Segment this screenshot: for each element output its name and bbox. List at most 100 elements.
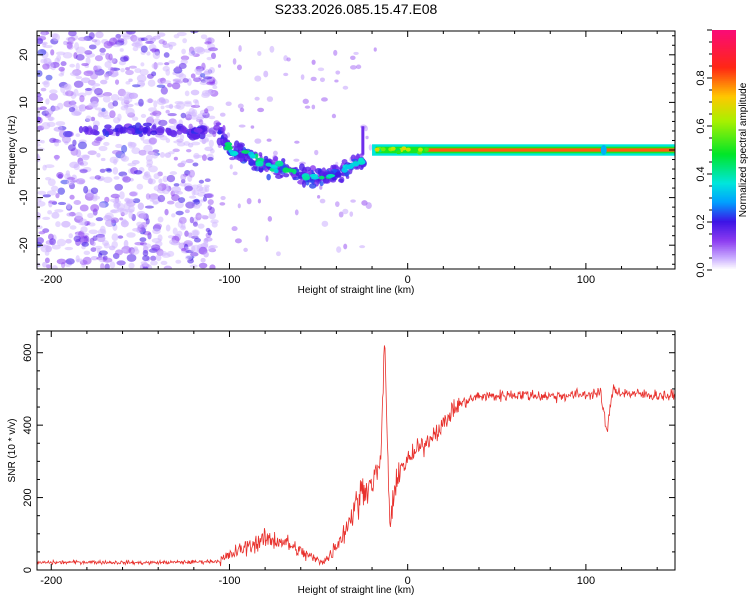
noise-blob xyxy=(98,202,106,208)
noise-blob xyxy=(199,81,208,86)
noise-blob xyxy=(44,164,55,169)
spectrogram-x-tick-label: -200 xyxy=(40,274,62,286)
snr-x-tick-label: -200 xyxy=(40,575,62,587)
noise-blob xyxy=(147,178,156,185)
noise-blob xyxy=(65,238,72,244)
noise-blob xyxy=(175,80,184,84)
snr-x-tick-label: 0 xyxy=(405,575,411,587)
noise-blob xyxy=(99,47,106,53)
sparse-blob xyxy=(365,135,369,140)
sparse-blob xyxy=(263,70,269,78)
noise-blob xyxy=(37,154,40,162)
trace-blob xyxy=(258,152,263,157)
noise-blob xyxy=(96,152,101,158)
noise-blob xyxy=(100,263,105,269)
colorbar-segment xyxy=(712,180,736,183)
noise-blob xyxy=(145,193,151,200)
noise-blob xyxy=(191,141,201,146)
colorbar: 0.0 0.2 0.4 0.6 0.8 Normalized spectral ampli… xyxy=(695,29,749,278)
noise-blob xyxy=(200,73,206,78)
colorbar-segment xyxy=(712,156,736,159)
noise-blob xyxy=(120,67,125,73)
noise-blob xyxy=(129,142,137,148)
noise-blob xyxy=(77,141,87,150)
sparse-blob xyxy=(294,209,299,216)
noise-blob xyxy=(198,262,208,269)
sparse-blob xyxy=(335,70,341,75)
noise-blob xyxy=(185,148,192,153)
noise-blob xyxy=(153,100,158,108)
noise-blob xyxy=(198,179,204,184)
colorbar-segment xyxy=(712,106,736,109)
colorbar-segment xyxy=(712,268,736,271)
noise-blob xyxy=(94,175,101,180)
colorbar-segment xyxy=(712,84,736,87)
noise-blob xyxy=(200,257,206,263)
noise-blob xyxy=(193,154,204,158)
noise-blob xyxy=(165,109,170,114)
noise-blob xyxy=(43,57,52,65)
colorbar-segment xyxy=(712,152,736,155)
noise-blob xyxy=(90,187,99,194)
noise-band-blob xyxy=(126,127,135,135)
trace-blob xyxy=(301,180,307,188)
noise-blob xyxy=(193,198,201,205)
sparse-blob xyxy=(243,247,248,253)
noise-blob xyxy=(69,71,80,77)
noise-blob xyxy=(167,235,174,239)
snr-y-tick-label: 0 xyxy=(22,567,34,573)
noise-blob xyxy=(120,105,128,111)
noise-blob xyxy=(178,216,187,225)
colorbar-segment xyxy=(712,202,736,205)
noise-blob xyxy=(37,49,47,56)
colorbar-segment xyxy=(712,82,736,85)
colorbar-segment xyxy=(712,58,736,61)
noise-blob xyxy=(188,195,197,199)
noise-blob xyxy=(103,242,110,249)
noise-blob xyxy=(147,79,156,87)
noise-blob xyxy=(148,115,154,120)
noise-blob xyxy=(111,233,119,242)
noise-blob xyxy=(191,188,196,196)
colorbar-segment xyxy=(712,72,736,75)
noise-blob xyxy=(172,148,180,153)
noise-blob xyxy=(94,107,103,111)
noise-blob xyxy=(203,240,209,248)
noise-blob xyxy=(205,89,215,95)
noise-blob xyxy=(94,245,103,250)
noise-band-blob xyxy=(104,124,112,129)
colorbar-segment xyxy=(712,164,736,167)
noise-blob xyxy=(139,237,147,243)
sparse-blob xyxy=(232,171,238,176)
noise-blob xyxy=(151,63,159,69)
noise-blob xyxy=(90,204,100,212)
colorbar-segment xyxy=(712,134,736,137)
trace-core xyxy=(273,168,279,174)
trace-blob xyxy=(217,130,222,135)
trace-blob xyxy=(237,151,245,159)
noise-blob xyxy=(190,89,200,96)
colorbar-segment xyxy=(712,56,736,59)
carrier-onset-blob xyxy=(396,150,402,155)
colorbar-segment xyxy=(712,52,736,55)
noise-blob xyxy=(197,223,205,229)
noise-blob xyxy=(110,209,117,214)
noise-blob xyxy=(171,213,176,218)
noise-blob xyxy=(152,51,161,60)
colorbar-segment xyxy=(712,170,736,173)
colorbar-segment xyxy=(712,118,736,121)
noise-blob xyxy=(158,250,168,256)
noise-blob xyxy=(125,67,130,71)
noise-blob xyxy=(150,260,158,266)
noise-blob xyxy=(179,134,185,140)
noise-blob xyxy=(75,178,86,185)
noise-blob xyxy=(37,139,43,144)
noise-blob xyxy=(68,31,77,37)
colorbar-segment xyxy=(712,78,736,81)
colorbar-segment xyxy=(712,184,736,187)
noise-blob xyxy=(51,105,60,111)
noise-blob xyxy=(109,198,119,203)
noise-blob xyxy=(192,99,199,104)
noise-blob xyxy=(74,211,83,220)
noise-blob xyxy=(131,248,140,255)
